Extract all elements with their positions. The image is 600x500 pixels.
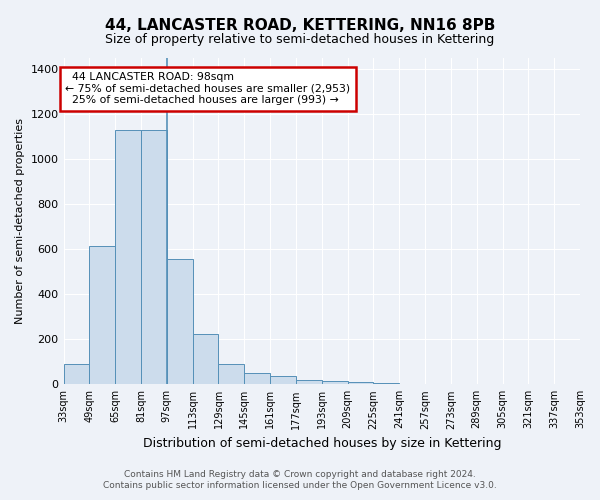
Text: 44, LANCASTER ROAD, KETTERING, NN16 8PB: 44, LANCASTER ROAD, KETTERING, NN16 8PB — [105, 18, 495, 32]
Bar — [141, 130, 167, 384]
Text: Contains HM Land Registry data © Crown copyright and database right 2024.
Contai: Contains HM Land Registry data © Crown c… — [103, 470, 497, 490]
Bar — [270, 376, 296, 384]
Bar — [89, 246, 115, 384]
X-axis label: Distribution of semi-detached houses by size in Kettering: Distribution of semi-detached houses by … — [143, 437, 501, 450]
Bar — [373, 383, 399, 384]
Bar — [193, 334, 218, 384]
Bar — [115, 130, 141, 384]
Bar — [167, 259, 193, 384]
Bar — [64, 364, 89, 384]
Text: 44 LANCASTER ROAD: 98sqm
← 75% of semi-detached houses are smaller (2,953)
  25%: 44 LANCASTER ROAD: 98sqm ← 75% of semi-d… — [65, 72, 350, 106]
Bar — [322, 381, 347, 384]
Y-axis label: Number of semi-detached properties: Number of semi-detached properties — [15, 118, 25, 324]
Bar — [244, 373, 270, 384]
Bar — [347, 382, 373, 384]
Bar — [296, 380, 322, 384]
Bar — [218, 364, 244, 384]
Text: Size of property relative to semi-detached houses in Kettering: Size of property relative to semi-detach… — [106, 32, 494, 46]
